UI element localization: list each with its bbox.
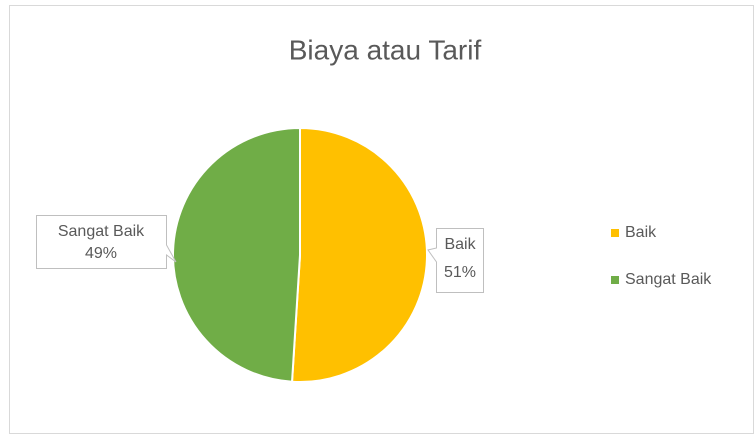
- chart-title: Biaya atau Tarif: [289, 34, 482, 65]
- data-label-box: [427, 228, 484, 293]
- data-label-box: [36, 215, 177, 269]
- data-label-category: Baik: [444, 236, 476, 253]
- data-label-value: 51%: [444, 264, 476, 281]
- pie-slice: [290, 126, 428, 383]
- data-label-category: Sangat Baik: [58, 223, 145, 240]
- legend-swatch: [611, 229, 619, 237]
- legend-swatch: [611, 276, 619, 284]
- legend-label: Sangat Baik: [625, 271, 712, 288]
- data-label-value: 49%: [85, 245, 117, 262]
- pie-slice: [172, 126, 301, 383]
- legend-label: Baik: [625, 224, 657, 241]
